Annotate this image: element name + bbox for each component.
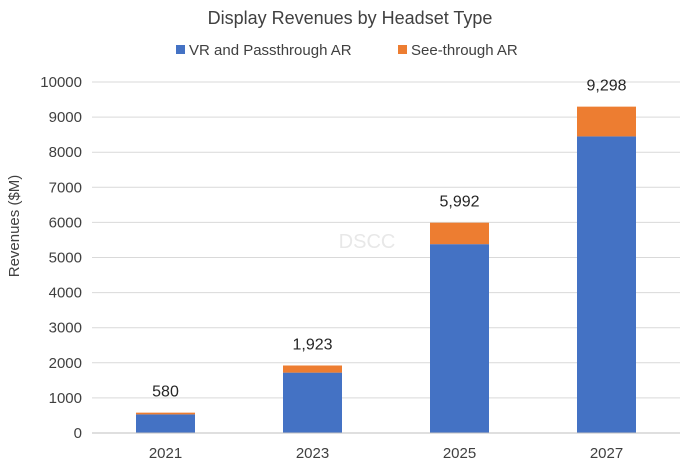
bars [136,106,636,433]
y-tick-label: 6000 [49,214,82,231]
total-data-label: 1,923 [292,337,332,354]
watermark: DSCC [339,231,396,253]
y-tick-label: 8000 [49,144,82,161]
bar-vr-passthrough-ar [283,372,342,433]
x-tick-label: 2021 [149,445,182,462]
total-data-label: 580 [152,384,179,401]
y-tick-label: 10000 [40,74,82,91]
bar-see-through-ar [136,412,195,415]
data-labels: 580 1,923 5,992 9,298 [152,78,626,401]
bar-vr-passthrough-ar [136,414,195,433]
y-tick-label: 4000 [49,285,82,302]
bar-vr-passthrough-ar [577,136,636,433]
chart-title: Display Revenues by Headset Type [208,8,493,28]
total-data-label: 9,298 [586,78,626,95]
legend-swatch-vr [176,45,185,54]
legend: VR and Passthrough AR See-through AR [176,42,518,59]
x-tick-label: 2025 [443,445,476,462]
bar-see-through-ar [430,222,489,245]
x-tick-label: 2023 [296,445,329,462]
x-axis-ticks: 2021 2023 2025 2027 [149,445,623,462]
y-axis-ticks: 0 1000 2000 3000 4000 5000 6000 7000 8000 9000 100… [40,74,82,442]
y-tick-label: 1000 [49,390,82,407]
total-data-label: 5,992 [439,194,479,211]
legend-label-ar: See-through AR [411,42,518,59]
bar-see-through-ar [283,365,342,373]
y-tick-label: 9000 [49,109,82,126]
y-tick-label: 3000 [49,320,82,337]
legend-label-vr: VR and Passthrough AR [189,42,352,59]
bar-see-through-ar [577,106,636,137]
y-tick-label: 5000 [49,250,82,267]
y-tick-label: 7000 [49,179,82,196]
legend-swatch-ar [398,45,407,54]
y-tick-label: 2000 [49,355,82,372]
y-tick-label: 0 [74,425,82,442]
bar-vr-passthrough-ar [430,244,489,433]
y-axis-label: Revenues ($M) [6,175,23,278]
gridlines [92,81,680,399]
x-tick-label: 2027 [590,445,623,462]
